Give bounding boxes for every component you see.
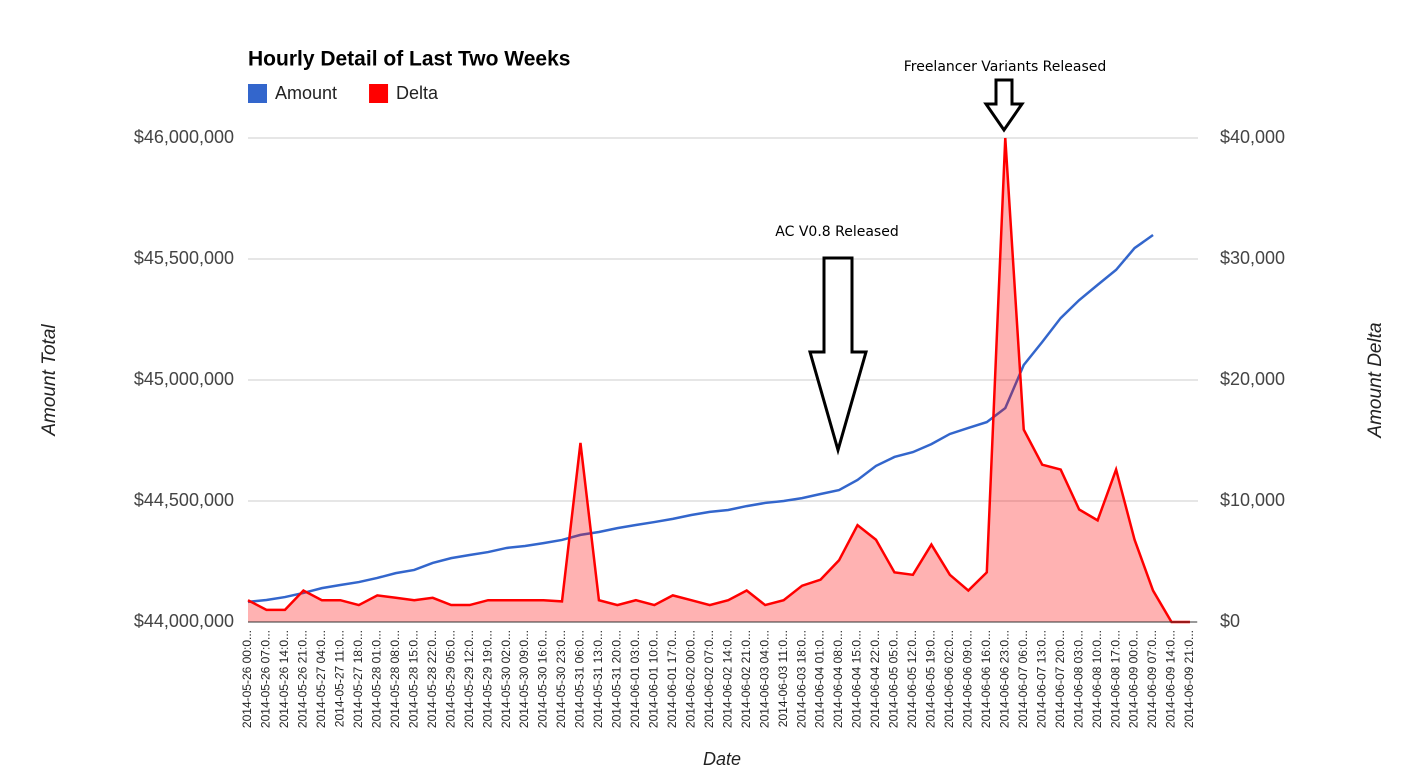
y-tick-label: $46,000,000: [134, 127, 234, 147]
plot-area: $44,000,000 $44,500,000 $45,000,000 $45,500…: [134, 127, 1285, 728]
x-tick-label: 2014-05-27 18:0...: [351, 630, 365, 728]
x-tick-label: 2014-05-27 04:0...: [314, 630, 328, 728]
x-tick-label: 2014-05-31 06:0...: [573, 630, 587, 728]
annotation-arrow: [808, 256, 868, 456]
x-tick-label: 2014-06-09 00:0...: [1127, 630, 1141, 728]
y-tick-label: $44,500,000: [134, 490, 234, 510]
x-tick-label: 2014-05-26 21:0...: [296, 630, 310, 728]
x-tick-label: 2014-06-06 16:0...: [979, 630, 993, 728]
x-tick-label: 2014-05-28 15:0...: [406, 630, 420, 728]
x-tick-label: 2014-05-31 13:0...: [591, 630, 605, 728]
line: [247, 234, 1154, 604]
area: [248, 138, 1190, 622]
x-tick-label: 2014-06-08 10:0...: [1090, 630, 1104, 728]
x-tick-label: 2014-06-09 07:0...: [1145, 630, 1159, 728]
y2-axis-title: Amount Delta: [1365, 322, 1386, 438]
y-tick-label: $45,500,000: [134, 248, 234, 268]
x-tick-label: 2014-06-05 19:0...: [924, 630, 938, 728]
x-tick-label: 2014-06-03 11:0...: [776, 630, 790, 727]
x-tick-label: 2014-05-29 05:0...: [443, 630, 457, 728]
x-tick-label: 2014-06-07 13:0...: [1034, 630, 1048, 728]
x-tick-label: 2014-06-02 14:0...: [720, 630, 734, 728]
x-tick-label: 2014-06-01 10:0...: [647, 630, 661, 728]
x-tick-label: 2014-06-06 23:0...: [997, 630, 1011, 728]
x-tick-label: 2014-05-28 01:0...: [369, 630, 383, 728]
x-tick-label: 2014-06-04 15:0...: [850, 630, 864, 728]
x-tick-label: 2014-06-01 03:0...: [628, 630, 642, 728]
y2-tick-label: $30,000: [1220, 248, 1285, 268]
legend-swatch: [248, 84, 267, 103]
x-tick-label: 2014-05-30 16:0...: [536, 630, 550, 728]
x-tick-label: 2014-06-02 21:0...: [739, 630, 753, 728]
legend-label: Amount: [275, 83, 337, 103]
x-tick-label: 2014-06-09 21:0...: [1182, 630, 1196, 728]
chart-title: Hourly Detail of Last Two Weeks: [248, 48, 570, 71]
y2-tick-label: $40,000: [1220, 127, 1285, 147]
x-tick-label: 2014-05-30 02:0...: [499, 630, 513, 728]
x-tick-label: 2014-05-28 22:0...: [425, 630, 439, 728]
x-tick-label: 2014-05-29 12:0...: [462, 630, 476, 728]
x-tick-label: 2014-06-08 17:0...: [1108, 630, 1122, 728]
legend-swatch: [369, 84, 389, 103]
x-axis-title: Date: [703, 749, 741, 769]
x-tick-label: 2014-06-02 00:0...: [683, 630, 697, 728]
x-tick-label: 2014-06-03 18:0...: [794, 630, 808, 728]
x-tick-label: 2014-06-06 02:0...: [942, 630, 956, 728]
x-tick-label: 2014-05-31 20:0...: [610, 630, 624, 728]
annotation: Freelancer Variants Released: [904, 59, 1107, 75]
x-tick-label: 2014-05-30 23:0...: [554, 630, 568, 728]
x-tick-label: 2014-06-04 22:0...: [868, 630, 882, 728]
x-tick-label: 2014-06-03 04:0...: [757, 630, 771, 728]
annotation-arrow: [983, 78, 1025, 133]
x-tick-label: 2014-05-29 19:0...: [480, 630, 494, 728]
x-tick-label: 2014-06-01 17:0...: [665, 630, 679, 728]
x-tick-label: 2014-06-02 07:0...: [702, 630, 716, 728]
x-tick-label: 2014-06-04 08:0...: [831, 630, 845, 728]
annotation: AC V0.8 Released: [775, 224, 898, 240]
x-tick-label: 2014-05-30 09:0...: [517, 630, 531, 728]
x-tick-label: 2014-06-05 05:0...: [887, 630, 901, 728]
y2-tick-label: $10,000: [1220, 490, 1285, 510]
y2-tick-label: $0: [1220, 611, 1240, 631]
x-tick-label: 2014-05-28 08:0...: [388, 630, 402, 728]
y-tick-label: $45,000,000: [134, 369, 234, 389]
x-tick-label: 2014-05-27 11:0...: [333, 630, 347, 727]
area-line: [247, 137, 1190, 624]
y-tick-label: $44,000,000: [134, 611, 234, 631]
x-tick-label: 2014-05-26 00:0...: [240, 630, 254, 728]
x-tick-label: 2014-05-26 07:0...: [259, 630, 273, 728]
y2-tick-label: $20,000: [1220, 369, 1285, 389]
x-tick-label: 2014-06-04 01:0...: [813, 630, 827, 728]
x-tick-label: 2014-06-08 03:0...: [1071, 630, 1085, 728]
x-tick-label: 2014-06-07 20:0...: [1053, 630, 1067, 728]
x-tick-label: 2014-05-26 14:0...: [277, 630, 291, 728]
x-tick-label: 2014-06-07 06:0...: [1016, 630, 1030, 728]
x-tick-label: 2014-06-05 12:0...: [905, 630, 919, 728]
x-tick-label: 2014-06-09 14:0...: [1164, 630, 1178, 728]
y-axis-title: Amount Total: [39, 324, 60, 437]
x-tick-label: 2014-06-06 09:0...: [961, 630, 975, 728]
legend-label: Delta: [396, 83, 439, 103]
